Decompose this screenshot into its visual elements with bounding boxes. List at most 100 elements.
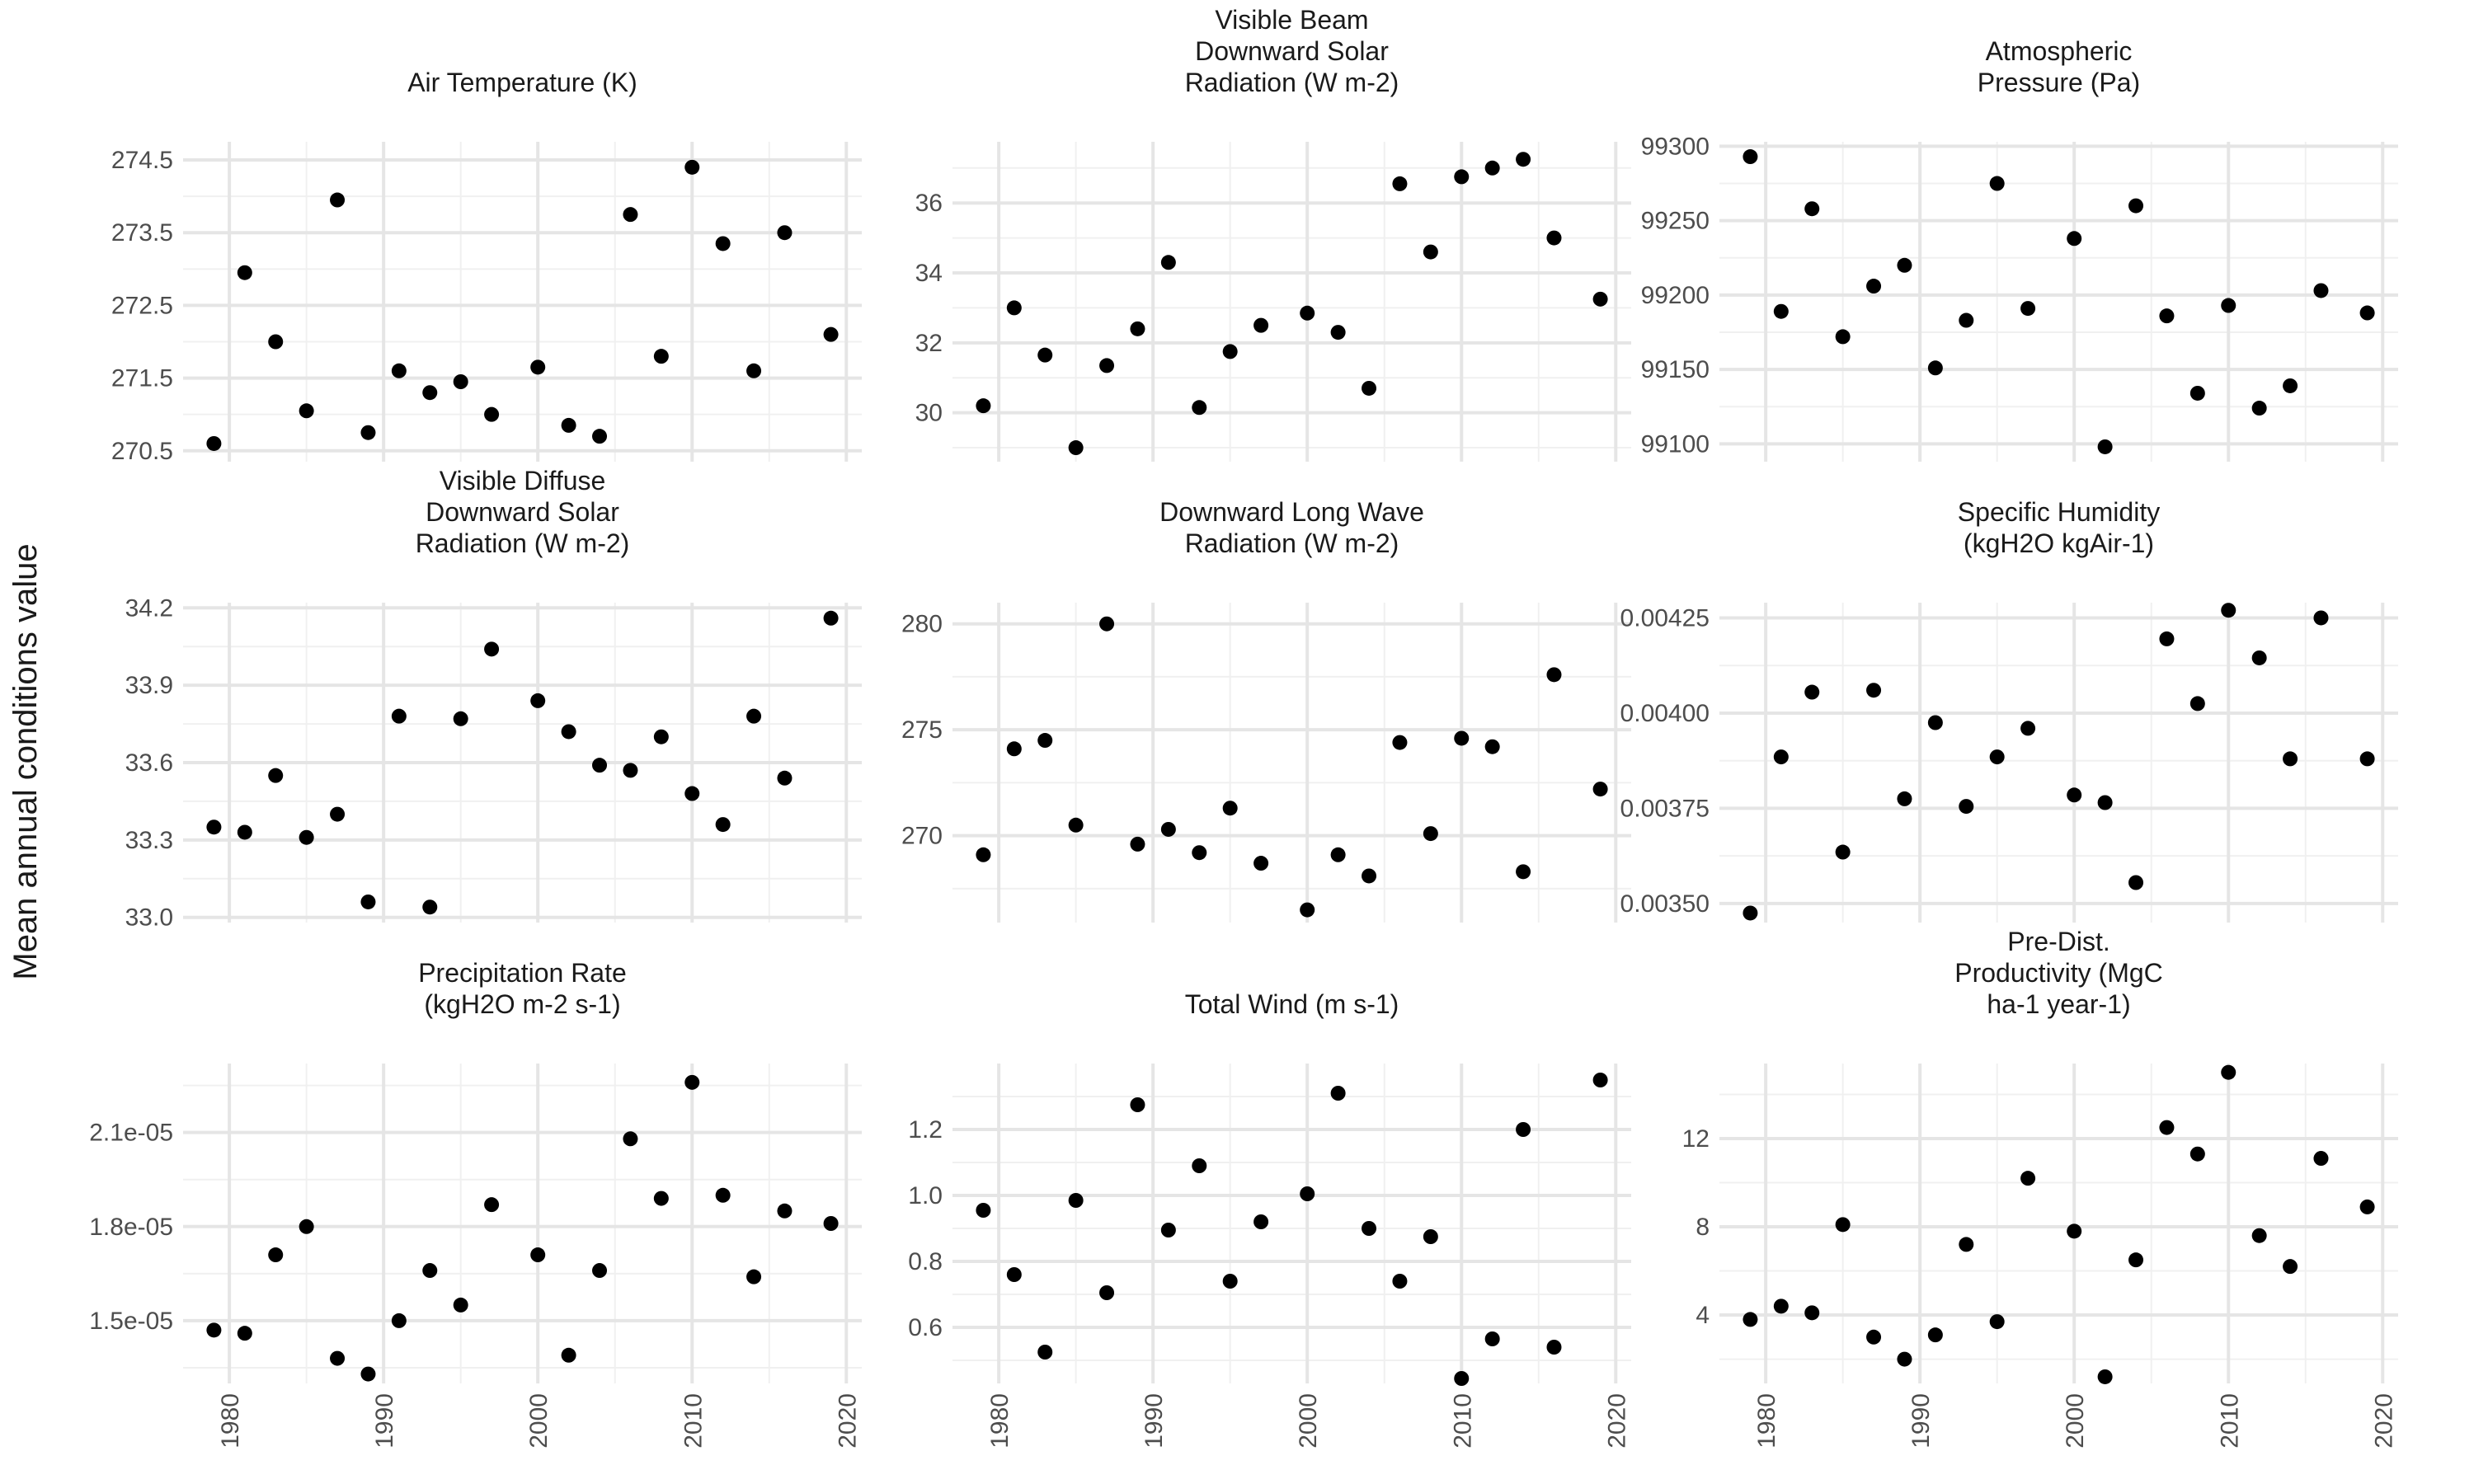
data-point <box>684 159 700 175</box>
data-point <box>1192 400 1207 416</box>
data-point <box>976 847 991 862</box>
data-point <box>976 1203 991 1218</box>
grid <box>183 603 862 923</box>
data-point <box>391 1313 407 1328</box>
data-point <box>653 349 669 364</box>
panel-title: Downward Long Wave Radiation (W m-2) <box>1159 497 1424 558</box>
x-tick-label: 1980 <box>1753 1393 1780 1449</box>
data-point <box>1253 1214 1269 1229</box>
data-point <box>746 363 762 378</box>
data-point <box>530 693 546 708</box>
data-point <box>2020 301 2036 317</box>
data-point <box>1866 279 1882 294</box>
data-point <box>2128 198 2144 214</box>
grid <box>1719 142 2398 462</box>
data-point <box>2221 298 2236 313</box>
data-point <box>2251 650 2267 665</box>
data-point <box>746 708 762 724</box>
data-point <box>777 1203 793 1219</box>
data-point <box>330 806 346 822</box>
panel-title-line: Precipitation Rate <box>418 958 627 988</box>
grid <box>1719 603 2398 923</box>
data-point <box>1927 1327 1943 1343</box>
data-points <box>206 159 839 451</box>
data-point <box>823 610 839 626</box>
data-point <box>2067 787 2082 803</box>
x-tick-label: 1980 <box>986 1393 1014 1449</box>
data-point <box>1099 358 1115 373</box>
data-point <box>1099 1285 1115 1300</box>
data-point <box>299 829 314 845</box>
panel-title-line: ha-1 year-1) <box>1987 989 2130 1019</box>
data-point <box>422 385 438 401</box>
y-tick-label: 99150 <box>1641 356 1710 383</box>
data-point <box>1897 791 1912 806</box>
data-point <box>1804 201 1820 217</box>
data-point <box>1546 1340 1562 1355</box>
data-point <box>1592 291 1608 307</box>
y-tick-label: 99200 <box>1641 282 1710 309</box>
panel-2: Visible Beam Downward Solar Radiation (W m… <box>915 5 1631 462</box>
data-point <box>1037 733 1053 749</box>
data-point <box>1743 905 1758 921</box>
y-tick-label: 33.6 <box>125 749 173 777</box>
data-point <box>1484 1331 1500 1346</box>
data-point <box>2159 1120 2175 1135</box>
y-tick-label: 273.5 <box>111 219 173 247</box>
y-tick-label: 270.5 <box>111 438 173 465</box>
y-tick-label: 280 <box>901 611 943 638</box>
data-point <box>715 1187 731 1203</box>
data-point <box>2020 721 2036 736</box>
data-point <box>1099 616 1115 632</box>
data-point <box>2097 795 2113 810</box>
y-tick-label: 33.3 <box>125 827 173 854</box>
data-point <box>653 1190 669 1206</box>
data-point <box>422 899 438 915</box>
data-point <box>1484 160 1500 176</box>
data-point <box>2313 1151 2329 1167</box>
x-tick-label: 2000 <box>1295 1393 1322 1449</box>
x-tick-label: 2020 <box>2370 1393 2397 1449</box>
data-point <box>2128 1252 2144 1268</box>
data-point <box>1300 1186 1315 1201</box>
data-point <box>1592 782 1608 797</box>
data-point <box>268 1247 284 1263</box>
y-tick-label: 99300 <box>1641 133 1710 160</box>
panel-title: Pre-Dist. Productivity (MgC ha-1 year-1) <box>1954 927 2163 1019</box>
data-point <box>1927 360 1943 376</box>
data-point <box>1423 244 1438 260</box>
data-points <box>206 1074 839 1382</box>
data-point <box>1773 749 1789 765</box>
panel-title: Atmospheric Pressure (Pa) <box>1978 36 2140 97</box>
panel-title: Specific Humidity (kgH2O kgAir-1) <box>1958 497 2160 558</box>
data-point <box>2359 751 2375 767</box>
panel-title-line: Air Temperature (K) <box>407 68 637 97</box>
data-point <box>391 708 407 724</box>
data-point <box>360 1366 376 1382</box>
y-tick-label: 32 <box>915 330 943 357</box>
panel-title-line: Productivity (MgC <box>1954 958 2163 988</box>
data-point <box>1989 1314 2005 1330</box>
data-point <box>2097 1369 2113 1384</box>
data-point <box>1927 715 1943 730</box>
data-point <box>2067 1223 2082 1239</box>
y-tick-label: 1.8e-05 <box>89 1214 173 1241</box>
x-tick-label: 2020 <box>834 1393 861 1449</box>
panel-title: Total Wind (m s-1) <box>1185 989 1399 1019</box>
y-tick-label: 0.00425 <box>1620 604 1710 632</box>
data-point <box>1959 1237 1974 1252</box>
data-point <box>360 894 376 909</box>
data-point <box>1423 1229 1438 1244</box>
y-tick-label: 34.2 <box>125 594 173 622</box>
data-point <box>1454 169 1470 185</box>
panel-title-line: (kgH2O m-2 s-1) <box>424 989 620 1019</box>
y-tick-label: 0.6 <box>908 1314 943 1341</box>
data-point <box>2251 401 2267 416</box>
grid <box>183 1064 862 1383</box>
data-point <box>2283 1259 2298 1275</box>
grid <box>1719 1064 2398 1383</box>
grid <box>952 142 1631 462</box>
x-tick-label: 1990 <box>371 1393 398 1449</box>
data-point <box>1253 856 1269 871</box>
data-point <box>1222 344 1238 359</box>
